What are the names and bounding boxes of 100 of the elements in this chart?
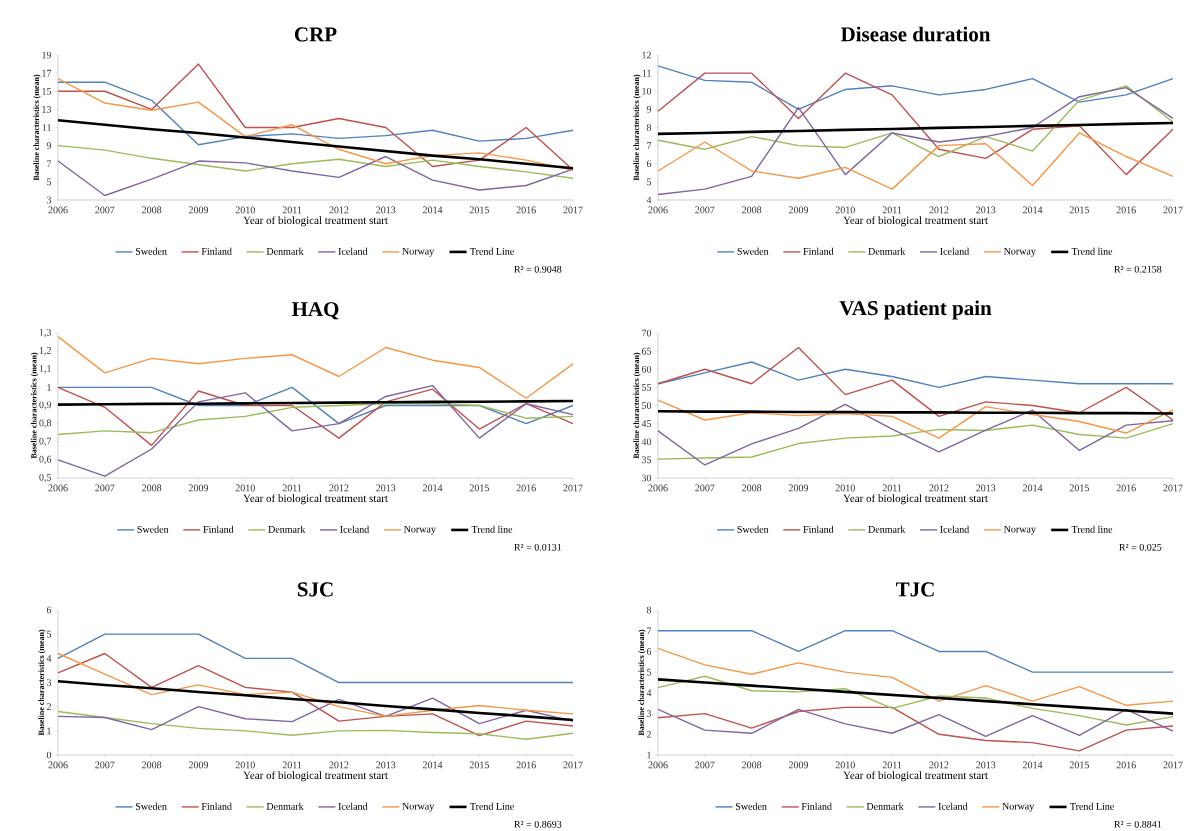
x-tick-label: 2015: [1069, 761, 1089, 769]
legend-label: Sweden: [737, 247, 769, 255]
line-series: [657, 706, 1174, 752]
x-tick-label: 2007: [95, 484, 115, 492]
x-axis-title: Year of biological treatment start: [243, 494, 388, 505]
x-tick-label: 2011: [882, 484, 902, 492]
x-tick-label: 2014: [422, 484, 443, 492]
x-tick-label: 2016: [1116, 206, 1136, 214]
line-series: [57, 386, 574, 447]
legend-label: Norway: [1002, 802, 1035, 812]
y-tick-label: 40: [641, 438, 652, 446]
legend-label: Sweden: [135, 802, 167, 810]
y-tick-label: 1,3: [39, 328, 52, 338]
legend-label: Trend line: [1071, 525, 1113, 533]
x-tick-label: 2017: [1163, 484, 1183, 492]
x-tick-label: 2013: [376, 761, 396, 769]
y-tick-label: 4: [46, 655, 52, 662]
line-series: [657, 346, 1174, 421]
legend-label: Finland: [801, 802, 832, 810]
text: R² = 0.8693: [514, 820, 562, 828]
x-tick-label: 2011: [882, 761, 902, 769]
y-tick-label: 60: [641, 365, 652, 373]
y-tick-label: 30: [641, 474, 652, 482]
x-tick-label: 2017: [1163, 206, 1183, 214]
x-tick-label: 2006: [648, 206, 668, 214]
chart-title: TJC: [896, 582, 934, 597]
chart-title: CRP: [294, 27, 337, 42]
y-tick-label: 4: [646, 689, 652, 697]
y-axis-title: Baseline characteristics (mean): [30, 352, 39, 459]
legend-label: Trend Line: [1070, 802, 1114, 810]
x-tick-label: 2016: [516, 761, 536, 769]
x-tick-label: 2015: [1069, 206, 1089, 214]
x-tick-label: 2008: [142, 484, 162, 492]
x-tick-label: 2010: [835, 484, 855, 492]
y-tick-label: 0,9: [39, 401, 52, 410]
x-tick-label: 2017: [563, 484, 583, 492]
x-tick-label: 2013: [976, 484, 996, 492]
y-tick-label: 2: [646, 730, 651, 738]
x-tick-label: 2008: [142, 206, 162, 214]
y-axis-title: Baseline characteristics (mean): [633, 74, 641, 181]
x-tick-label: 2007: [695, 206, 715, 214]
x-tick-label: 2006: [648, 761, 668, 769]
legend-label: Norway: [402, 247, 435, 257]
x-tick-label: 2010: [235, 761, 255, 769]
x-tick-label: 2009: [788, 761, 809, 769]
x-tick-label: 2012: [929, 206, 949, 214]
x-tick-label: 2014: [1023, 484, 1043, 492]
y-tick-label: 0,7: [39, 437, 52, 446]
legend-label: Finland: [201, 802, 232, 810]
x-tick-label: 2015: [469, 206, 489, 214]
legend-label: Iceland: [938, 802, 968, 810]
line-series: [657, 86, 1174, 196]
y-tick-label: 5: [47, 630, 52, 638]
y-tick-label: 65: [641, 347, 652, 355]
line-series: [656, 121, 1175, 136]
chart-title: Disease duration: [840, 26, 991, 42]
y-tick-label: 4: [646, 196, 652, 204]
x-tick-label: 2011: [282, 206, 302, 214]
x-tick-label: 2008: [742, 206, 762, 214]
y-tick-label: 2: [46, 703, 51, 710]
legend-label: Sweden: [135, 247, 167, 255]
x-axis-title: Year of biological treatment start: [843, 771, 988, 782]
legend-label: Finland: [201, 247, 232, 255]
line-series: [657, 65, 1174, 111]
legend-label: Iceland: [338, 802, 368, 810]
y-tick-label: 6: [646, 160, 652, 168]
y-tick-label: 55: [642, 384, 652, 391]
x-tick-label: 2013: [976, 761, 996, 769]
x-tick-label: 2010: [835, 761, 855, 769]
line-series: [57, 335, 574, 399]
x-tick-label: 2016: [1116, 484, 1136, 492]
text: R² = 0.2158: [1114, 265, 1162, 273]
legend-label: Norway: [1003, 525, 1036, 535]
legend-label: Finland: [803, 247, 834, 255]
x-tick-label: 2014: [1023, 206, 1043, 214]
x-tick-label: 2017: [563, 761, 583, 769]
line-series: [657, 675, 1174, 726]
line-series: [657, 132, 1174, 190]
x-tick-label: 2016: [1116, 761, 1136, 769]
legend-label: Denmark: [866, 802, 904, 810]
line-series: [57, 81, 574, 146]
y-tick-label: 1,1: [39, 365, 51, 374]
x-tick-label: 2013: [376, 484, 396, 492]
line-series: [57, 402, 574, 436]
x-tick-label: 2012: [329, 761, 349, 769]
x-tick-label: 2011: [282, 484, 302, 492]
y-tick-label: 70: [642, 329, 652, 337]
y-tick-label: 7: [47, 160, 52, 168]
y-tick-label: 10: [642, 87, 652, 95]
x-tick-label: 2012: [929, 484, 949, 492]
x-tick-label: 2012: [329, 206, 349, 214]
line-series: [657, 422, 1174, 460]
y-tick-label: 11: [642, 69, 651, 77]
legend-label: Denmark: [268, 525, 306, 533]
x-tick-label: 2010: [235, 206, 255, 214]
chart-title: HAQ: [291, 302, 339, 320]
y-tick-label: 1: [47, 384, 51, 391]
x-tick-label: 2009: [788, 484, 809, 492]
x-tick-label: 2010: [835, 206, 855, 214]
y-tick-label: 12: [642, 51, 651, 59]
